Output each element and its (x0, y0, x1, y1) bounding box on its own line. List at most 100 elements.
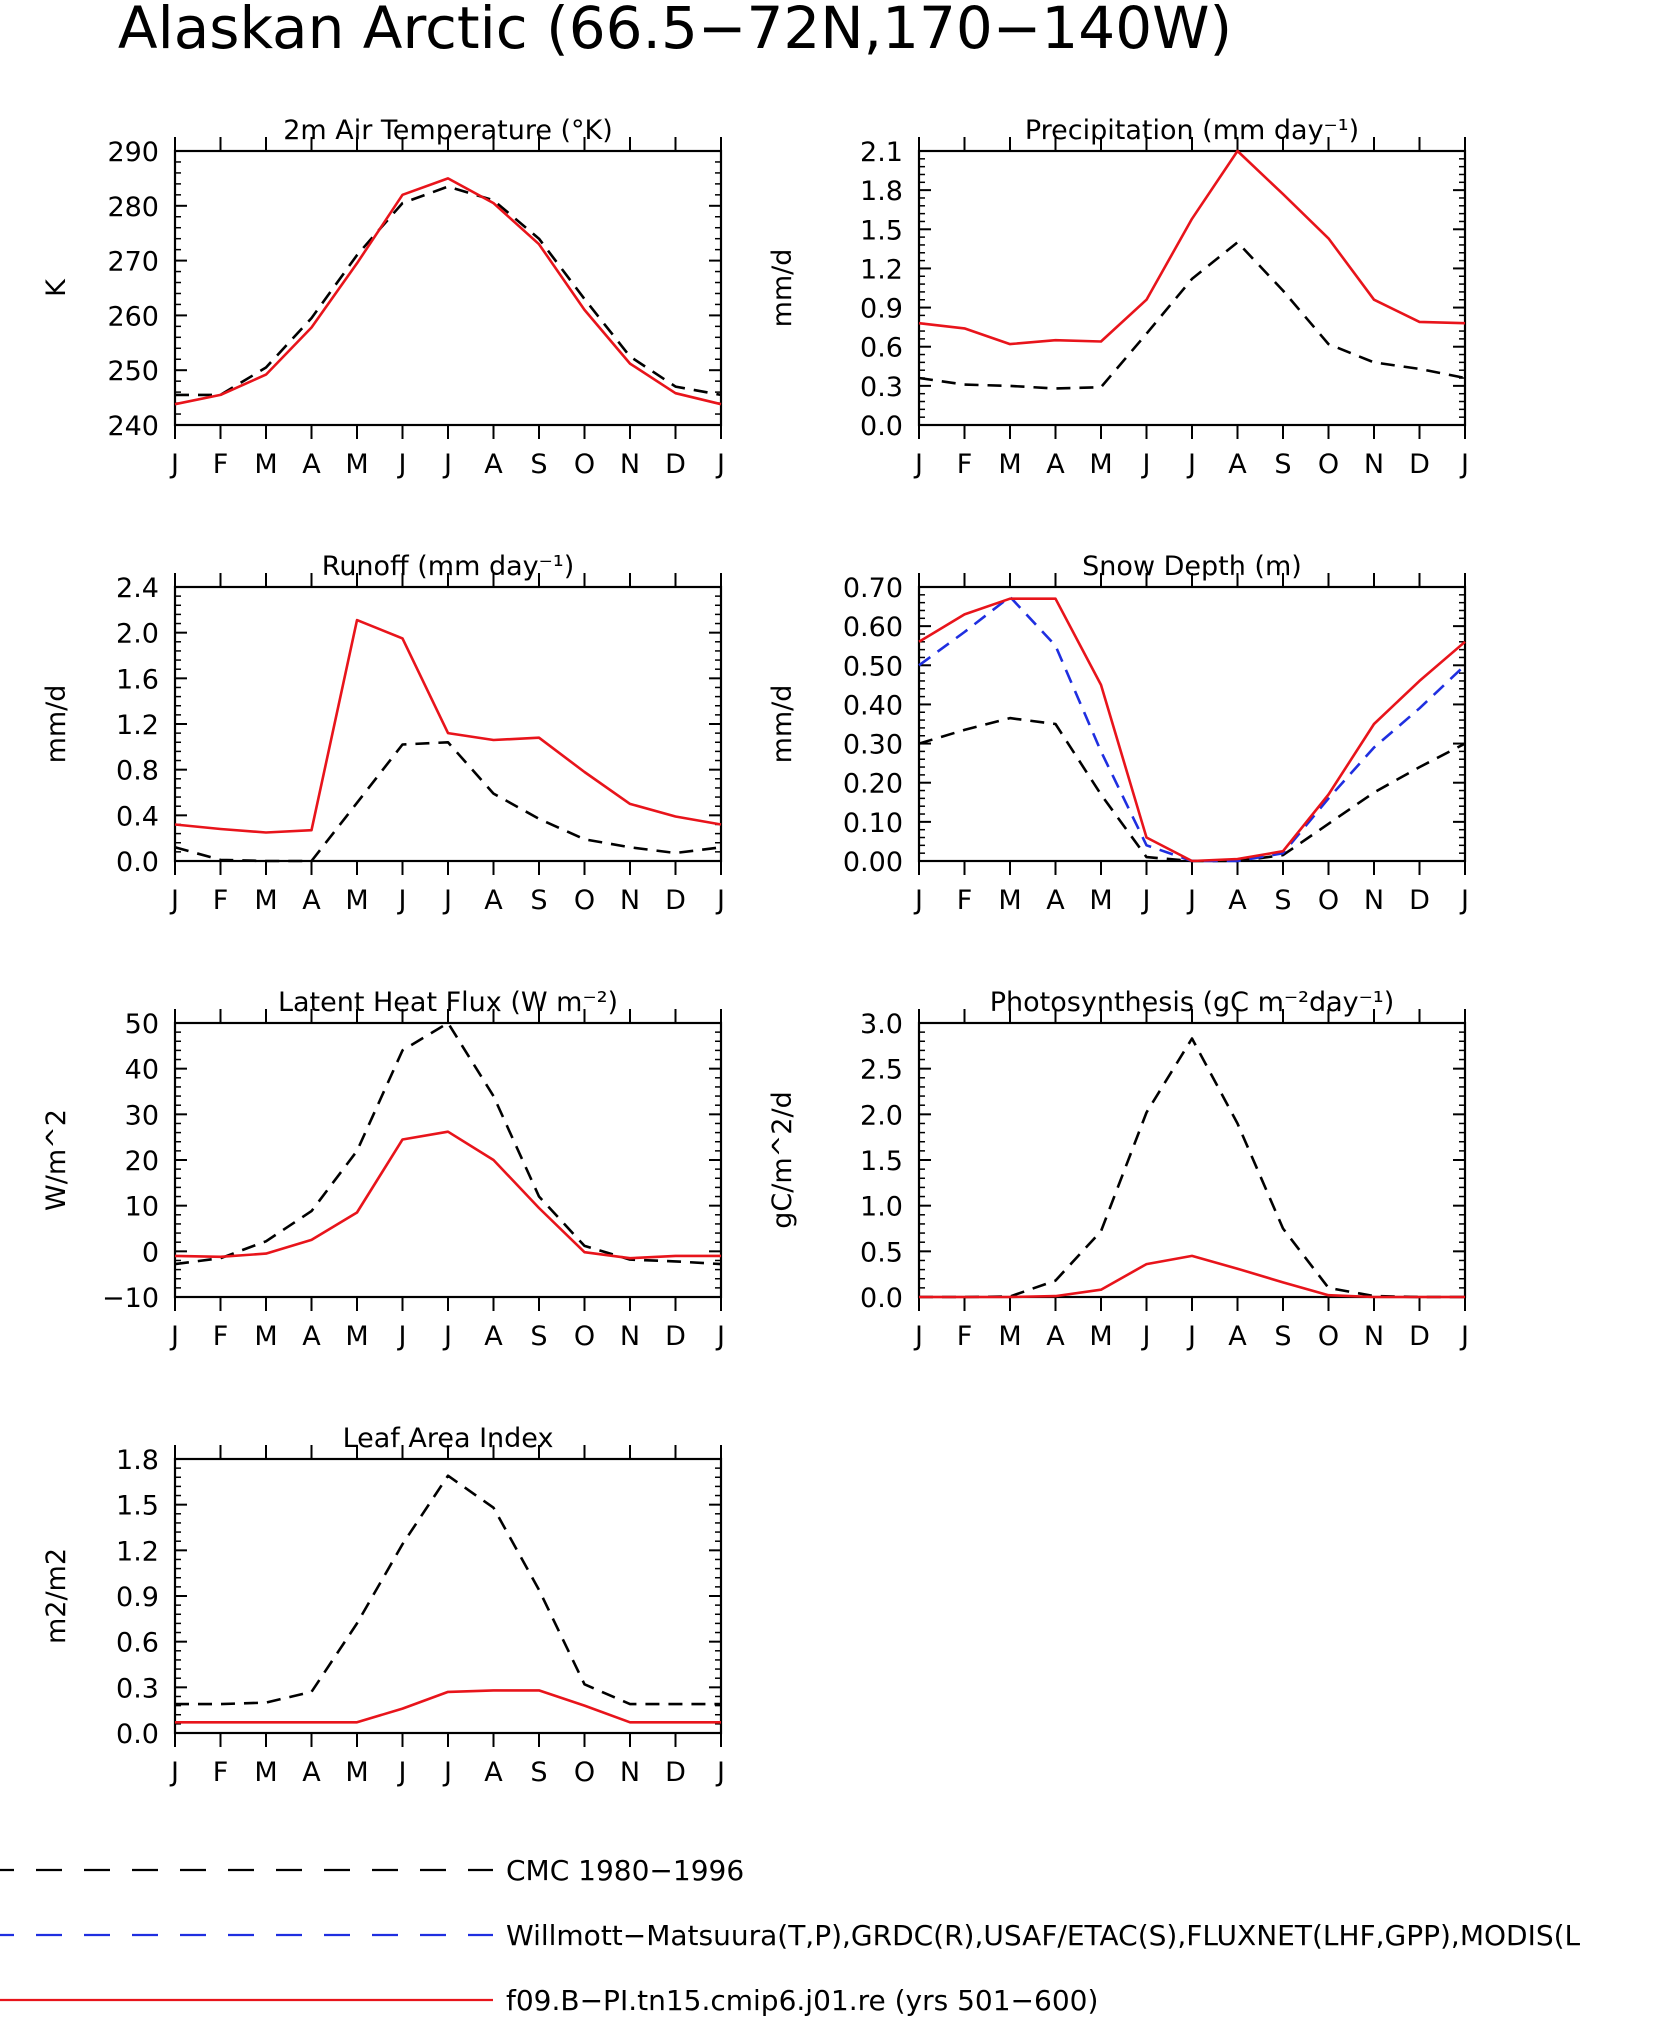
y-tick-label: 20 (125, 1146, 159, 1177)
panel-4: Snow Depth (m)0.000.100.200.300.400.500.… (767, 551, 1469, 916)
x-tick-label: A (1046, 1321, 1065, 1352)
panel-2: Precipitation (mm day⁻¹)0.00.30.60.91.21… (767, 115, 1469, 480)
y-tick-label: 0.0 (116, 1719, 159, 1750)
x-tick-label: J (1459, 1321, 1469, 1352)
series-cmc-line (174, 740, 722, 863)
y-tick-label: 0.9 (860, 294, 903, 325)
y-tick-label: 240 (107, 411, 159, 442)
x-tick-label: J (913, 885, 923, 916)
y-tick-label: 10 (125, 1192, 159, 1223)
x-tick-label: A (1046, 885, 1065, 916)
x-tick-label: F (213, 1757, 229, 1788)
y-tick-label: 0.6 (860, 333, 903, 364)
x-tick-label: J (913, 449, 923, 480)
x-tick-label: D (665, 449, 686, 480)
x-tick-label: F (213, 449, 229, 480)
x-tick-label: A (1228, 885, 1247, 916)
series-obs-line (918, 595, 1466, 863)
y-tick-label: 1.6 (116, 664, 159, 695)
figure-title: Alaskan Arctic (66.5−72N,170−140W) (118, 0, 1232, 62)
legend-label-3: f09.B−PI.tn15.cmip6.j01.re (yrs 501−600) (506, 1984, 1098, 2017)
x-tick-label: M (1089, 885, 1112, 916)
plot-frame (917, 585, 1467, 863)
y-tick-label: 0.5 (860, 1237, 903, 1268)
plot-frame (917, 149, 1467, 427)
y-tick-label: 2.4 (116, 573, 159, 604)
x-tick-label: A (1046, 449, 1065, 480)
panels: 2m Air Temperature (°K)24025026027028029… (41, 115, 1469, 1788)
x-tick-label: D (1409, 1321, 1430, 1352)
x-tick-label: A (484, 449, 503, 480)
x-tick-label: M (1089, 449, 1112, 480)
x-tick-label: A (1228, 1321, 1247, 1352)
x-tick-label: M (998, 449, 1021, 480)
series-model-line (174, 618, 722, 834)
x-tick-label: J (169, 1757, 179, 1788)
panel-6: Photosynthesis (gC m⁻²day⁻¹)0.00.51.01.5… (767, 987, 1469, 1352)
series-model-line (918, 597, 1466, 863)
x-tick-label: D (665, 1321, 686, 1352)
y-axis-label: mm/d (767, 685, 798, 764)
x-tick-label: F (213, 1321, 229, 1352)
y-tick-label: 0.4 (116, 801, 159, 832)
x-tick-label: A (484, 1757, 503, 1788)
x-tick-label: M (345, 449, 368, 480)
y-tick-label: 0.8 (116, 756, 159, 787)
y-tick-label: 1.2 (116, 710, 159, 741)
y-tick-label: 30 (125, 1100, 159, 1131)
x-tick-label: J (397, 1757, 407, 1788)
x-tick-label: S (1274, 449, 1291, 480)
x-tick-label: O (574, 885, 595, 916)
y-tick-label: 2.1 (860, 137, 903, 168)
x-tick-label: N (1364, 885, 1384, 916)
series-model-line (174, 177, 722, 406)
plot-frame (173, 585, 723, 863)
y-tick-label: 0.70 (843, 573, 903, 604)
x-tick-label: N (620, 1757, 640, 1788)
y-tick-label: 2.0 (116, 619, 159, 650)
x-tick-label: M (1089, 1321, 1112, 1352)
y-tick-label: 0.60 (843, 612, 903, 643)
x-tick-label: J (1186, 885, 1196, 916)
legend-label-1: CMC 1980−1996 (506, 1854, 744, 1887)
y-tick-label: 0.0 (860, 411, 903, 442)
y-tick-label: 0.00 (843, 847, 903, 878)
x-tick-label: M (345, 1321, 368, 1352)
x-tick-label: S (530, 1321, 547, 1352)
y-tick-label: 1.5 (116, 1491, 159, 1522)
x-tick-label: J (1186, 1321, 1196, 1352)
x-tick-label: F (957, 1321, 973, 1352)
plot-frame (173, 1021, 723, 1299)
x-tick-label: M (998, 885, 1021, 916)
x-tick-label: J (1459, 449, 1469, 480)
y-tick-label: 0.50 (843, 651, 903, 682)
x-tick-label: J (169, 449, 179, 480)
x-tick-label: N (620, 885, 640, 916)
series-cmc-line (919, 1037, 1465, 1299)
series-model-line (175, 1689, 721, 1724)
x-tick-label: D (665, 1757, 686, 1788)
x-tick-label: J (442, 1321, 452, 1352)
x-tick-label: J (397, 885, 407, 916)
x-tick-label: D (1409, 885, 1430, 916)
y-tick-label: 1.5 (860, 215, 903, 246)
y-axis-label: m2/m2 (41, 1548, 72, 1644)
y-tick-label: 0.9 (116, 1582, 159, 1613)
x-tick-label: M (254, 1757, 277, 1788)
x-tick-label: O (574, 1321, 595, 1352)
x-tick-label: O (1318, 449, 1339, 480)
x-tick-label: A (1228, 449, 1247, 480)
x-tick-label: A (484, 885, 503, 916)
y-tick-label: 1.2 (116, 1536, 159, 1567)
x-tick-label: J (442, 885, 452, 916)
x-tick-label: J (715, 449, 725, 480)
x-tick-label: J (913, 1321, 923, 1352)
x-tick-label: A (302, 885, 321, 916)
series-cmc-line (175, 1474, 721, 1706)
x-tick-label: A (302, 1321, 321, 1352)
y-axis-label: W/m^2 (41, 1109, 72, 1211)
y-axis-label: mm/d (767, 249, 798, 328)
